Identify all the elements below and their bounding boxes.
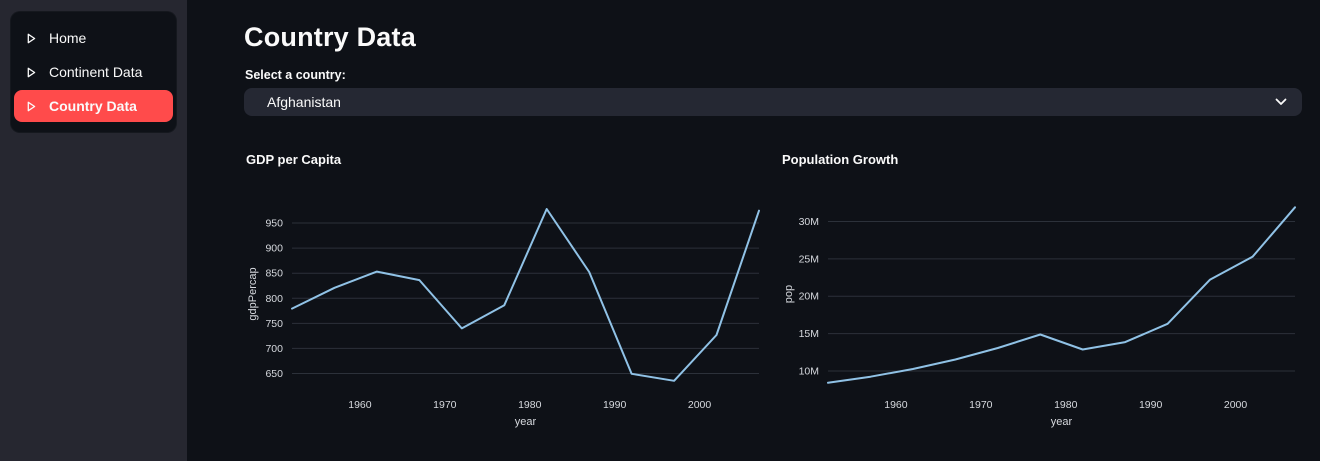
svg-text:1960: 1960: [884, 399, 908, 411]
sidebar-item-home[interactable]: Home: [14, 22, 173, 54]
population-chart: Population Growth 10M 15M 20M 25M 30M 1960 197…: [780, 152, 1302, 430]
svg-text:900: 900: [265, 243, 283, 255]
caret-right-icon: [27, 33, 36, 44]
svg-text:year: year: [1051, 416, 1073, 428]
svg-text:850: 850: [265, 268, 283, 280]
svg-text:pop: pop: [783, 285, 795, 303]
caret-right-icon: [27, 101, 36, 112]
nav-card: Home Continent Data Country Data: [10, 11, 177, 133]
svg-text:1970: 1970: [433, 399, 457, 411]
svg-text:gdpPercap: gdpPercap: [247, 267, 259, 320]
svg-text:15M: 15M: [799, 328, 819, 340]
chevron-down-icon: [1275, 98, 1287, 106]
svg-text:1970: 1970: [969, 399, 993, 411]
svg-text:20M: 20M: [799, 291, 819, 303]
chart-title: GDP per Capita: [246, 152, 342, 168]
main-content: Country Data Select a country: Afghanist…: [187, 0, 1320, 461]
svg-text:650: 650: [265, 368, 283, 380]
svg-text:25M: 25M: [799, 253, 819, 265]
svg-text:2000: 2000: [688, 399, 712, 411]
charts-row: GDP per Capita 650 700 750 800 850 900 950 1960…: [244, 152, 1302, 430]
sidebar-item-label: Country Data: [49, 98, 137, 114]
gdp-chart-plot[interactable]: 650 700 750 800 850 900 950 1960 1970 1980 1990 200…: [244, 172, 766, 430]
chart-title: Population Growth: [782, 152, 899, 168]
page-title: Country Data: [244, 22, 416, 52]
svg-text:10M: 10M: [799, 366, 819, 378]
sidebar-item-label: Continent Data: [49, 64, 143, 80]
svg-text:2000: 2000: [1224, 399, 1248, 411]
svg-text:1980: 1980: [518, 399, 542, 411]
svg-text:1990: 1990: [1139, 399, 1163, 411]
svg-text:30M: 30M: [799, 216, 819, 228]
caret-right-icon: [27, 67, 36, 78]
svg-text:year: year: [515, 416, 537, 428]
country-select[interactable]: Afghanistan: [244, 88, 1302, 117]
population-chart-plot[interactable]: 10M 15M 20M 25M 30M 1960 1970 1980 1990 2000 year p…: [780, 172, 1302, 430]
sidebar: Home Continent Data Country Data: [0, 0, 187, 461]
svg-text:750: 750: [265, 318, 283, 330]
country-select-value: Afghanistan: [267, 94, 341, 111]
sidebar-item-country-data[interactable]: Country Data: [14, 90, 173, 122]
svg-text:950: 950: [265, 218, 283, 230]
svg-text:1990: 1990: [603, 399, 627, 411]
sidebar-item-continent-data[interactable]: Continent Data: [14, 56, 173, 88]
svg-text:1960: 1960: [348, 399, 372, 411]
gdp-chart: GDP per Capita 650 700 750 800 850 900 950 1960…: [244, 152, 766, 430]
select-label: Select a country:: [245, 68, 346, 83]
svg-text:1980: 1980: [1054, 399, 1078, 411]
svg-text:800: 800: [265, 293, 283, 305]
sidebar-item-label: Home: [49, 30, 87, 46]
svg-text:700: 700: [265, 343, 283, 355]
